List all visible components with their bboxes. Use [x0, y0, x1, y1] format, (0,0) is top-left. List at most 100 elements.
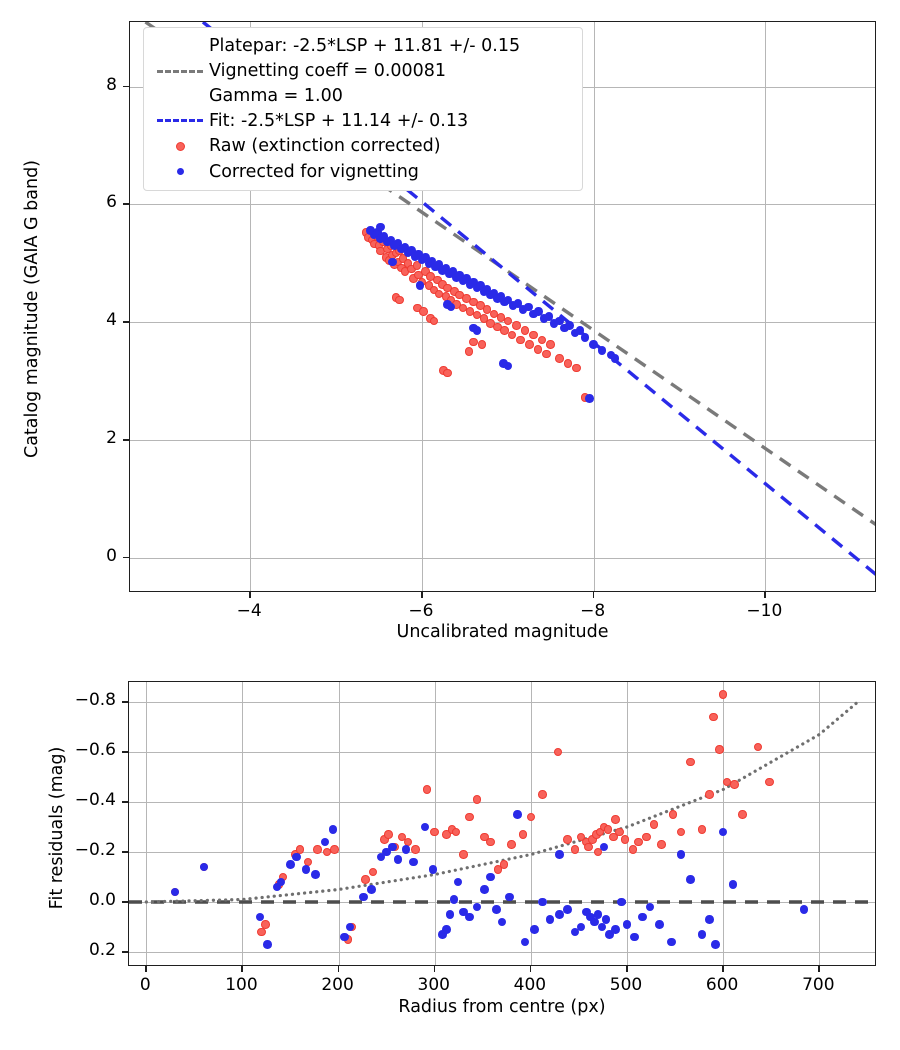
- data-point-corrected: [376, 222, 385, 232]
- data-point-corrected: [599, 842, 609, 852]
- legend-key-red-marker: [151, 135, 209, 157]
- data-point-corrected: [272, 882, 282, 892]
- residual-plot-xlabel: Radius from centre (px): [398, 997, 606, 1017]
- data-point-raw: [615, 827, 624, 837]
- data-point-corrected: [560, 323, 569, 333]
- data-point-raw: [611, 815, 620, 824]
- gridline-vertical: [723, 682, 725, 965]
- data-point-raw: [593, 847, 603, 857]
- tick-mark-x: [764, 592, 766, 598]
- data-point-raw: [398, 254, 408, 263]
- plot-lines-layer: [129, 700, 875, 904]
- tick-mark-x: [818, 966, 820, 972]
- tick-mark-y: [123, 556, 129, 559]
- data-point-corrected: [667, 937, 676, 947]
- tick-mark-x: [529, 966, 532, 972]
- data-point-corrected: [597, 922, 607, 932]
- data-point-corrected: [611, 925, 620, 934]
- data-point-corrected: [582, 907, 591, 917]
- data-point-raw: [465, 812, 474, 822]
- tick-label-x: −4: [236, 601, 262, 621]
- tick-mark-y: [123, 203, 129, 206]
- gridline-horizontal: [130, 557, 875, 559]
- data-point-raw: [479, 314, 488, 323]
- data-point-corrected: [373, 228, 382, 237]
- data-point-raw: [576, 832, 586, 842]
- data-point-raw: [676, 827, 686, 837]
- data-point-raw: [518, 830, 528, 839]
- tick-label-x: 500: [609, 975, 643, 995]
- legend-item-corrected: Corrected for vignetting: [151, 159, 573, 185]
- legend-item-vignetting-coeff: Vignetting coeff = 0.00081: [151, 59, 573, 85]
- data-point-raw: [649, 820, 659, 829]
- data-point-corrected: [328, 825, 338, 834]
- data-point-raw: [570, 845, 580, 854]
- tick-label-x: 300: [417, 975, 450, 995]
- data-point-raw: [525, 340, 534, 349]
- data-point-raw: [330, 845, 339, 854]
- data-point-corrected: [445, 910, 455, 919]
- data-point-raw: [430, 827, 439, 837]
- data-point-corrected: [480, 885, 489, 894]
- data-point-corrected: [505, 892, 514, 902]
- red-dot-icon: [175, 141, 185, 151]
- gridline-vertical: [338, 682, 340, 965]
- data-point-corrected: [580, 333, 590, 342]
- data-point-corrected: [538, 897, 547, 907]
- data-point-corrected: [476, 281, 485, 290]
- data-point-raw: [429, 316, 439, 326]
- tick-mark-x: [592, 592, 595, 598]
- data-point-corrected: [676, 850, 686, 859]
- data-point-corrected: [376, 852, 386, 862]
- data-point-raw: [295, 845, 305, 854]
- data-point-raw: [563, 835, 572, 844]
- data-point-raw: [499, 860, 509, 869]
- data-point-raw: [533, 345, 543, 354]
- data-point-corrected: [799, 905, 809, 914]
- data-point-raw: [472, 795, 482, 804]
- data-point-raw: [411, 845, 420, 854]
- tick-mark-x: [249, 592, 251, 598]
- data-point-corrected: [400, 242, 409, 252]
- data-point-corrected: [555, 850, 564, 859]
- data-point-corrected: [482, 285, 492, 294]
- data-point-corrected: [311, 870, 320, 879]
- data-point-corrected: [393, 855, 403, 864]
- data-point-raw: [257, 927, 266, 937]
- data-point-corrected: [586, 912, 595, 922]
- data-point-raw: [620, 835, 630, 844]
- data-point-raw: [486, 837, 495, 847]
- data-point-raw: [572, 363, 581, 373]
- legend-key-blank-2: [151, 85, 209, 107]
- data-point-raw: [412, 261, 422, 270]
- data-point-raw: [433, 275, 442, 285]
- data-point-corrected: [622, 920, 632, 929]
- data-point-raw: [493, 865, 503, 874]
- tick-label-x: −8: [580, 601, 606, 621]
- data-point-corrected: [593, 910, 603, 919]
- data-point-raw: [697, 825, 707, 834]
- data-point-corrected: [503, 295, 513, 305]
- data-point-raw: [642, 832, 651, 842]
- legend-item-fit: Fit: -2.5*LSP + 11.14 +/- 0.13: [151, 108, 573, 134]
- data-point-corrected: [549, 319, 559, 328]
- legend-label-fit: Fit: -2.5*LSP + 11.14 +/- 0.13: [209, 110, 469, 131]
- data-point-raw: [421, 267, 430, 276]
- gray-dashed-line-icon: [157, 69, 203, 73]
- data-point-raw: [442, 830, 451, 839]
- data-point-corrected: [520, 937, 530, 947]
- data-point-raw: [397, 832, 407, 842]
- data-point-corrected: [638, 912, 647, 922]
- tick-mark-y: [123, 321, 129, 323]
- plot-lines-layer: [144, 22, 875, 576]
- plot-line-vignetting-curve: [144, 700, 860, 904]
- data-point-corrected: [446, 302, 456, 312]
- data-point-corrected: [301, 865, 311, 874]
- gridline-vertical: [250, 22, 252, 591]
- data-point-corrected: [585, 394, 594, 403]
- data-point-corrected: [170, 887, 180, 897]
- tick-mark-y: [122, 851, 128, 853]
- data-point-corrected: [645, 902, 655, 912]
- tick-mark-y: [122, 801, 128, 803]
